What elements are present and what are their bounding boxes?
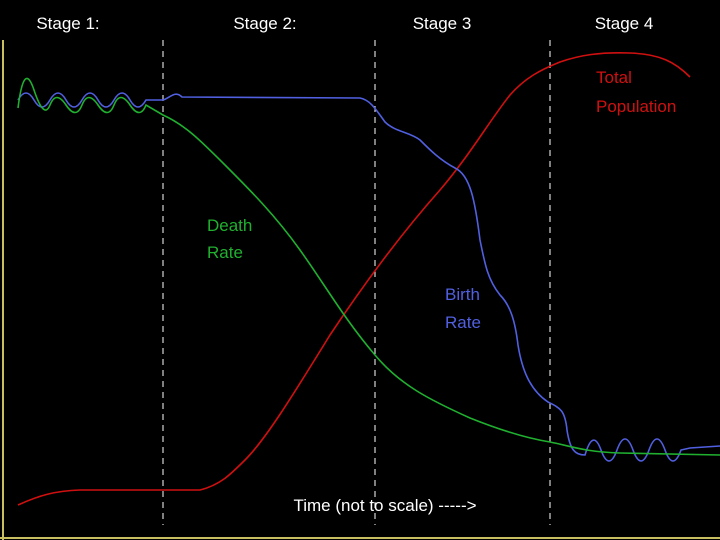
curve-label: Birth (445, 285, 480, 304)
x-axis-label: Time (not to scale) -----> (293, 496, 476, 515)
stage-labels: Stage 1: Stage 2: Stage 3 Stage 4 (36, 14, 653, 33)
death-rate-curve (17, 77, 720, 456)
curve-label: Rate (445, 313, 481, 332)
death-rate-label: Death Rate (207, 216, 252, 262)
population-curve (17, 52, 691, 506)
stage-label: Stage 3 (413, 14, 472, 33)
stage-label: Stage 2: (233, 14, 296, 33)
curve-label: Total (596, 68, 632, 87)
population-label: Total Population (596, 68, 676, 116)
stage-label: Stage 1: (36, 14, 99, 33)
curve-label: Rate (207, 243, 243, 262)
birth-rate-curve (17, 92, 720, 462)
birth-rate-label: Birth Rate (445, 285, 481, 332)
stage-label: Stage 4 (595, 14, 654, 33)
curve-label: Population (596, 97, 676, 116)
stage-dividers (162, 40, 551, 525)
curve-label: Death (207, 216, 252, 235)
